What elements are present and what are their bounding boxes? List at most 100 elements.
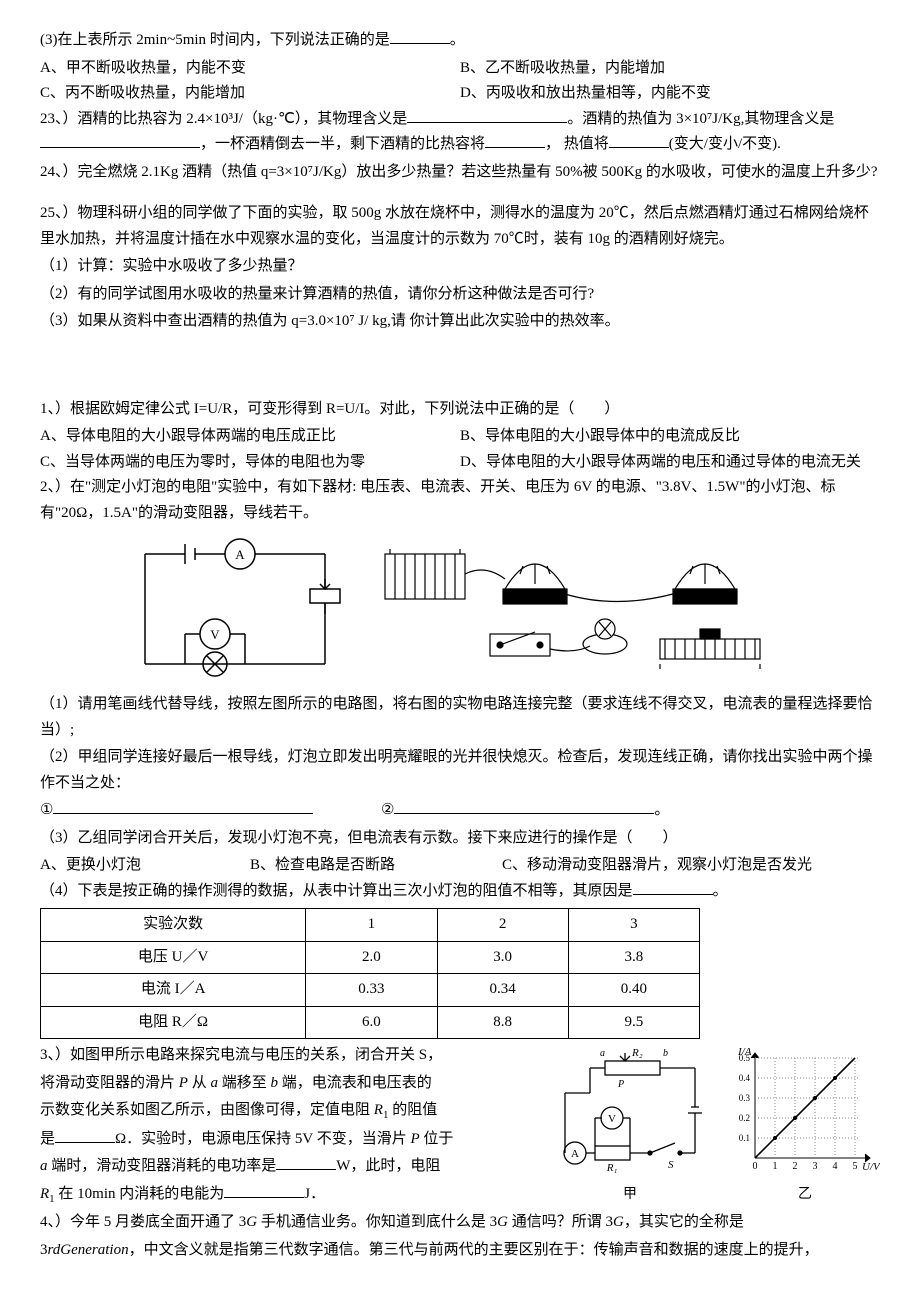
- table-header-row: 实验次数 1 2 3: [41, 909, 700, 942]
- opt-C: C、丙不断吸收热量，内能增加: [40, 81, 460, 107]
- q23: 23、）酒精的比热容为 2.4×10³J/（kg·℃），其物理含义是 。酒精的热值…: [40, 107, 880, 158]
- b: b: [270, 1075, 278, 1091]
- b-label: b: [663, 1048, 668, 1059]
- t: 在 10min 内消耗的电能为: [55, 1186, 225, 1202]
- blank: [276, 1155, 336, 1170]
- apparatus-sketch: [375, 534, 795, 684]
- graph-yi-svg: I/A U/V 0 1 2 3 4 5 0.1 0.2 0.3 0.4 0.5: [730, 1043, 880, 1173]
- t: 从: [188, 1075, 211, 1091]
- svg-text:0.2: 0.2: [739, 1113, 750, 1123]
- q3-l4: 是Ω．实验时，电源电压保持 5V 不变，当滑片 P 位于: [40, 1127, 530, 1153]
- table-cell: 电压 U／V: [41, 941, 306, 974]
- t: 位于: [420, 1131, 454, 1147]
- q-pre-3: (3)在上表所示 2min~5min 时间内，下列说法正确的是。: [40, 28, 880, 54]
- t: J．: [304, 1186, 325, 1202]
- G: G: [613, 1214, 624, 1230]
- table-row: 电流 I／A 0.33 0.34 0.40: [41, 974, 700, 1007]
- table-cell: 电阻 R／Ω: [41, 1006, 306, 1039]
- R1-label: R₁: [606, 1162, 618, 1173]
- t: 端时，滑动变阻器消耗的电功率是: [51, 1158, 276, 1174]
- label-jia: 甲: [550, 1183, 710, 1207]
- blank: [609, 133, 669, 148]
- t: 的阻值: [388, 1102, 437, 1118]
- q3-l2: 将滑动变阻器的滑片 P 从 a 端移至 b 端，电流表和电压表的: [40, 1071, 530, 1097]
- blank: [407, 108, 567, 123]
- opt-A: A、甲不断吸收热量，内能不变: [40, 56, 460, 82]
- q23-t1: 23、）酒精的比热容为 2.4×10³J/（kg·℃），其物理含义是: [40, 111, 407, 127]
- experiment-table: 实验次数 1 2 3 电压 U／V 2.0 3.0 3.8 电流 I／A 0.3…: [40, 908, 700, 1039]
- q2-p2: （2）甲组同学连接好最后一根导线，灯泡立即发出明亮耀眼的光并很快熄灭。检查后，发…: [40, 745, 880, 796]
- G: G: [246, 1214, 257, 1230]
- circuit-jia-svg: A V R₁ R₂ a b P S: [550, 1043, 710, 1173]
- q23-t4: ， 热值将: [545, 136, 609, 152]
- q3-layout: 3、）如图甲所示电路来探究电流与电压的关系，闭合开关 S， 将滑动变阻器的滑片 …: [40, 1043, 880, 1210]
- q1-row1: A、导体电阻的大小跟导体两端的电压成正比 B、导体电阻的大小跟导体中的电流成反比: [40, 424, 880, 450]
- table-cell: 2.0: [306, 941, 437, 974]
- svg-text:0.1: 0.1: [739, 1133, 750, 1143]
- q1-text: 1、）根据欧姆定律公式 I=U/R，可变形得到 R=U/I。对此，下列说法中正确…: [40, 397, 880, 423]
- table-cell: 8.8: [437, 1006, 568, 1039]
- t: 端，电流表和电压表的: [278, 1075, 432, 1091]
- a: a: [40, 1158, 48, 1174]
- q25-intro: 25、）物理科研小组的同学做了下面的实验，取 500g 水放在烧杯中，测得水的温…: [40, 201, 880, 252]
- table-cell: 0.33: [306, 974, 437, 1007]
- t: 手机通信业务。你知道到底什么是 3: [257, 1214, 497, 1230]
- table-cell: 电流 I／A: [41, 974, 306, 1007]
- table-header: 3: [568, 909, 699, 942]
- q23-t5: (变大/变小/不变).: [669, 136, 781, 152]
- q3-l1: 3、）如图甲所示电路来探究电流与电压的关系，闭合开关 S，: [40, 1043, 530, 1069]
- rdGen: rdGeneration: [48, 1242, 129, 1258]
- circle2: ②: [381, 802, 394, 818]
- svg-text:2: 2: [793, 1161, 798, 1172]
- svg-text:P: P: [617, 1079, 624, 1090]
- opt-A: A、导体电阻的大小跟导体两端的电压成正比: [40, 424, 460, 450]
- q25-p3: （3）如果从资料中查出酒精的热值为 q=3.0×10⁷ J/ kg,请 你计算出…: [40, 309, 880, 335]
- circuit-schematic: A V: [125, 534, 345, 684]
- q2-intro: 2、）在"测定小灯泡的电阻"实验中，有如下器材: 电压表、电流表、开关、电压为 …: [40, 475, 880, 526]
- R2-label: R₂: [631, 1047, 643, 1059]
- svg-text:5: 5: [853, 1161, 858, 1172]
- table-row: 电压 U／V 2.0 3.0 3.8: [41, 941, 700, 974]
- q3-l5: a 端时，滑动变阻器消耗的电功率是 W，此时，电阻: [40, 1154, 530, 1180]
- q-pre-options-2: C、丙不断吸收热量，内能增加 D、丙吸收和放出热量相等，内能不变: [40, 81, 880, 107]
- G: G: [497, 1214, 508, 1230]
- q2-p1: （1）请用笔画线代替导线，按照左图所示的电路图，将右图的实物电路连接完整（要求连…: [40, 692, 880, 743]
- q2-options: A、更换小灯泡 B、检查电路是否断路 C、移动滑动变阻器滑片，观察小灯泡是否发光: [40, 853, 880, 879]
- V-label: V: [608, 1113, 616, 1125]
- q2-p4-text: （4）下表是按正确的操作测得的数据，从表中计算出三次小灯泡的阻值不相等，其原因是: [40, 883, 633, 899]
- t: ，其实它的全称是: [624, 1214, 744, 1230]
- svg-text:1: 1: [773, 1161, 778, 1172]
- svg-text:0: 0: [753, 1161, 758, 1172]
- circle1: ①: [40, 802, 53, 818]
- opt-C: C、移动滑动变阻器滑片，观察小灯泡是否发光: [502, 853, 880, 879]
- R: R: [40, 1186, 49, 1202]
- blank: [224, 1183, 304, 1198]
- S-label: S: [668, 1159, 674, 1171]
- q4-l2: 3rdGeneration，中文含义就是指第三代数字通信。第三代与前两代的主要区…: [40, 1238, 880, 1264]
- t: W，此时，电阻: [336, 1158, 440, 1174]
- q4-l1: 4、）今年 5 月娄底全面开通了 3G 手机通信业务。你知道到底什么是 3G 通…: [40, 1210, 880, 1236]
- period: 。: [654, 802, 669, 818]
- t: 示数变化关系如图乙所示，由图像可得，定值电阻: [40, 1102, 374, 1118]
- q3-text: 3、）如图甲所示电路来探究电流与电压的关系，闭合开关 S， 将滑动变阻器的滑片 …: [40, 1043, 530, 1210]
- opt-B: B、检查电路是否断路: [250, 853, 502, 879]
- opt-B: B、乙不断吸收热量，内能增加: [460, 56, 880, 82]
- t: 3: [40, 1242, 48, 1258]
- table-header: 2: [437, 909, 568, 942]
- svg-text:3: 3: [813, 1161, 818, 1172]
- q3-l6: R1 在 10min 内消耗的电能为J．: [40, 1182, 530, 1209]
- q1-row2: C、当导体两端的电压为零时，导体的电阻也为零 D、导体电阻的大小跟导体两端的电压…: [40, 450, 880, 476]
- t: 4、）今年 5 月娄底全面开通了 3: [40, 1214, 246, 1230]
- A-label: A: [571, 1148, 579, 1160]
- table-cell: 9.5: [568, 1006, 699, 1039]
- q23-t2: 。酒精的热值为 3×10⁷J/Kg,其物理含义是: [567, 111, 834, 127]
- table-cell: 0.40: [568, 974, 699, 1007]
- blank: [40, 133, 200, 148]
- opt-C: C、当导体两端的电压为零时，导体的电阻也为零: [40, 450, 460, 476]
- blank: [53, 799, 313, 814]
- blank: [390, 29, 450, 44]
- svg-text:0.4: 0.4: [739, 1073, 751, 1083]
- table-cell: 0.34: [437, 974, 568, 1007]
- t: ，中文含义就是指第三代数字通信。第三代与前两代的主要区别在于：传输声音和数据的速…: [129, 1242, 819, 1258]
- q24: 24、）完全燃烧 2.1Kg 酒精（热值 q=3×10⁷J/Kg）放出多少热量？…: [40, 160, 880, 186]
